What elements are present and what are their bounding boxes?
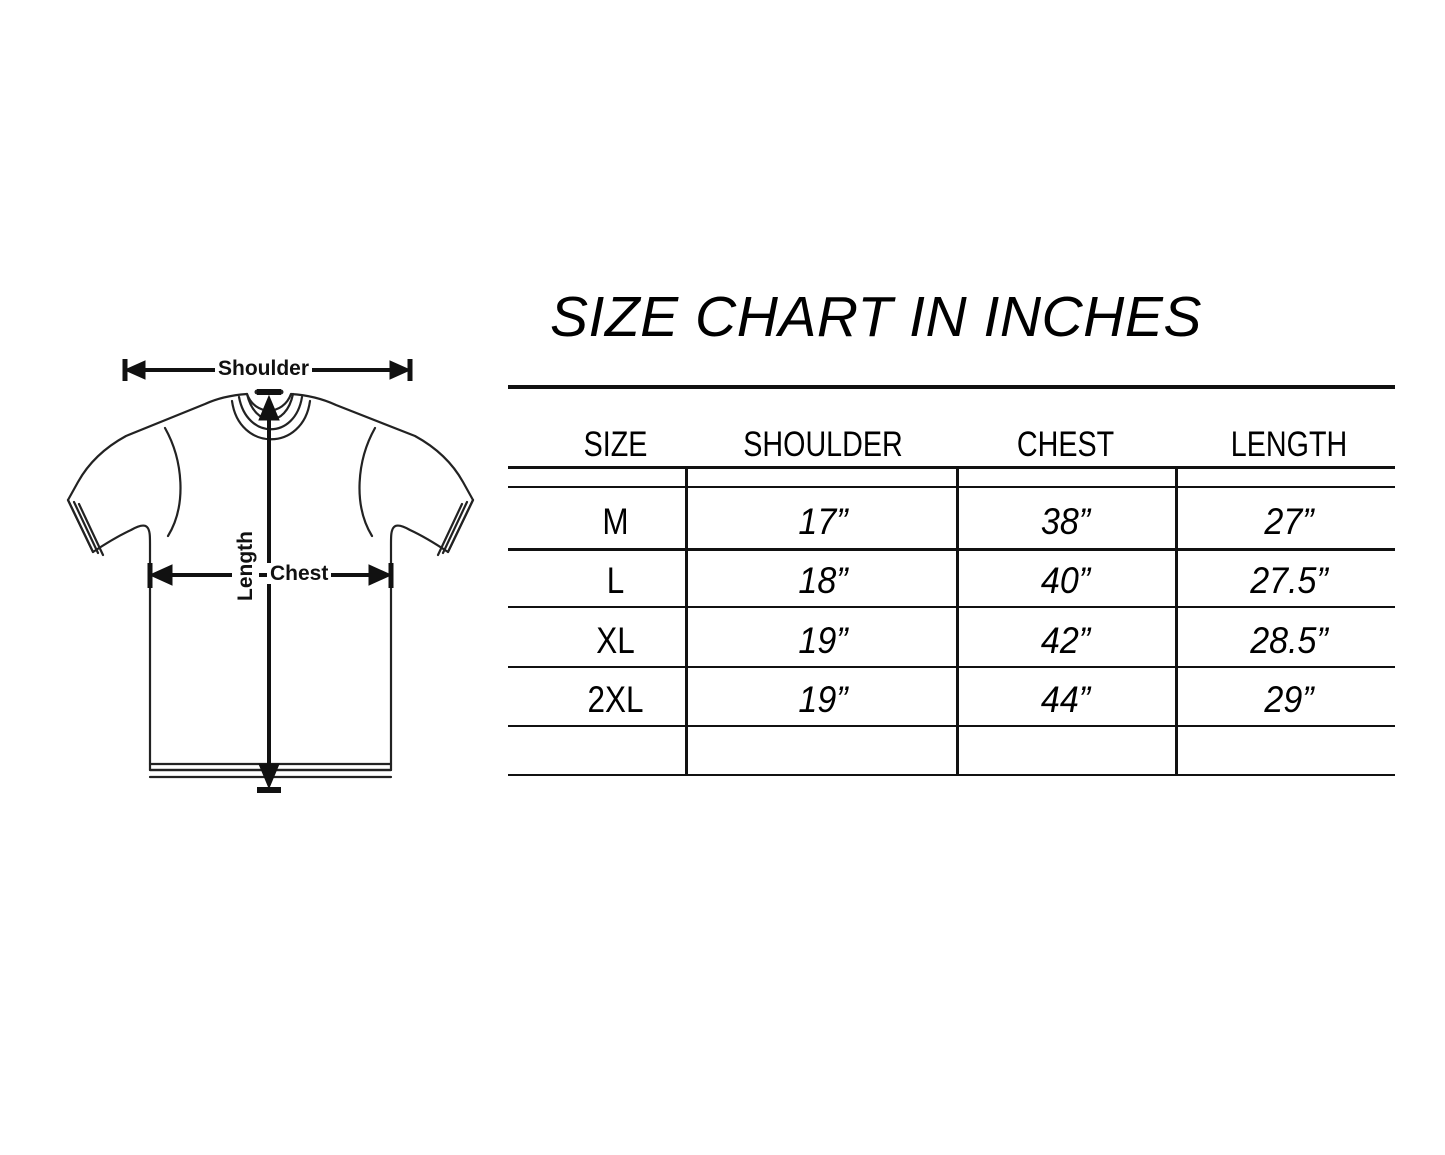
table-row: 44”: [1040, 679, 1091, 720]
table-rule-row-2xl: [508, 725, 1395, 727]
table-row: M: [602, 501, 629, 542]
table-divider-1: [685, 466, 688, 776]
table-row: XL: [596, 620, 635, 661]
tshirt-outline-svg: [66, 359, 475, 793]
table-row: 19”: [798, 620, 848, 661]
chest-dimension-label: Chest: [267, 563, 332, 584]
table-divider-2: [956, 466, 959, 776]
tshirt-diagram: [55, 340, 485, 810]
table-rule-row-l: [508, 606, 1395, 608]
shoulder-dimension-label: Shoulder: [215, 358, 313, 379]
table-rule-top: [508, 385, 1395, 389]
column-header-shoulder: SHOULDER: [743, 425, 903, 464]
table-row: 42”: [1040, 620, 1091, 661]
table-row: 29”: [1264, 679, 1314, 720]
table-row: 28.5”: [1250, 620, 1328, 661]
table-row: 40”: [1040, 560, 1091, 601]
table-row: 17”: [798, 501, 848, 542]
length-arrow: [257, 389, 281, 793]
size-chart-panel: SIZE CHART IN INCHES SIZE SHOULDER CHEST…: [508, 285, 1398, 795]
table-rule-row-xl: [508, 666, 1395, 668]
table-row: 27”: [1264, 501, 1314, 542]
table-row: 18”: [798, 560, 848, 601]
column-header-length: LENGTH: [1230, 425, 1348, 464]
table-rule-row-m: [508, 548, 1395, 551]
table-rule-bottom: [508, 774, 1395, 776]
column-header-size: SIZE: [583, 425, 648, 464]
table-row: 38”: [1040, 501, 1091, 542]
table-rule-header-bottom: [508, 466, 1395, 469]
table-divider-3: [1175, 466, 1178, 776]
column-header-chest: CHEST: [1016, 425, 1115, 464]
table-rule-body-top: [508, 486, 1395, 488]
table-row: L: [606, 560, 625, 601]
table-row: 27.5”: [1250, 560, 1328, 601]
page-title: SIZE CHART IN INCHES: [550, 285, 1202, 349]
table-row: 2XL: [587, 679, 644, 720]
table-row: 19”: [798, 679, 848, 720]
length-dimension-label: Length: [232, 529, 259, 603]
